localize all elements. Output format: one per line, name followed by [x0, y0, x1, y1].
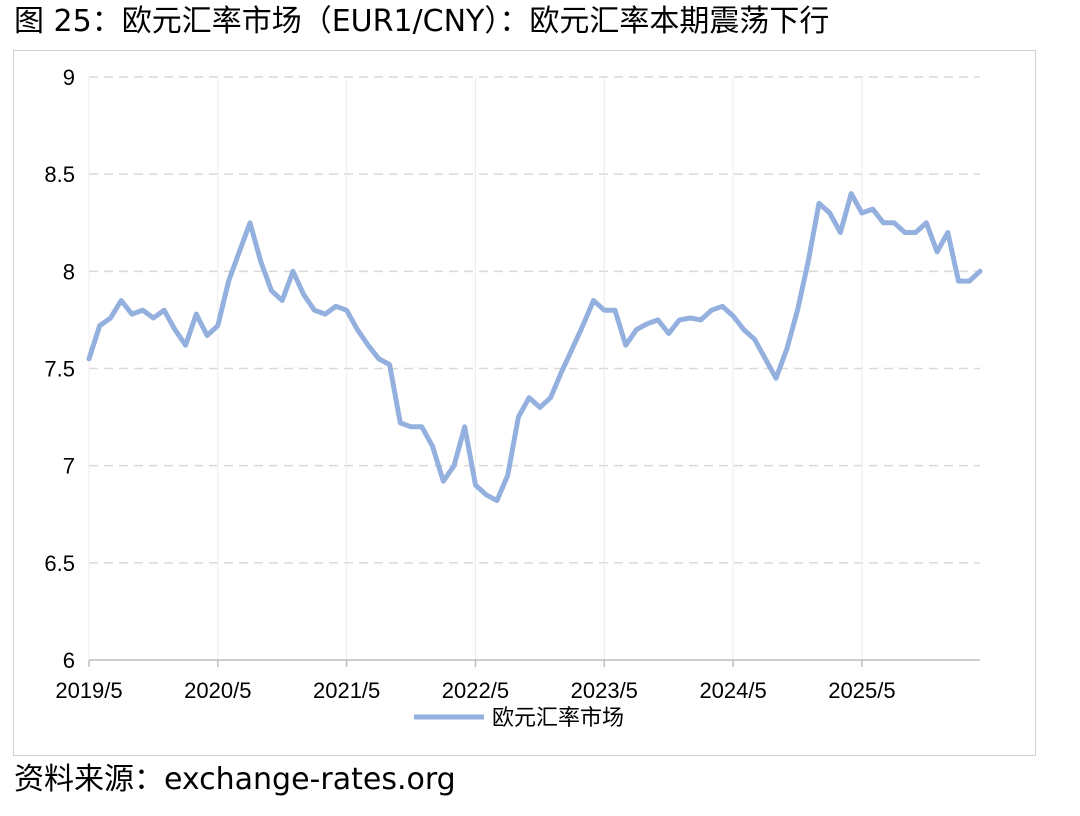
x-axis — [88, 659, 980, 667]
series-layer — [86, 191, 983, 504]
chart-frame: 6 6.5 7 7.5 8 8.5 9 2019/5 2020/5 2021/5 2022/5 20… — [13, 50, 1036, 756]
legend: 欧元汇率市场 — [414, 706, 624, 731]
line-chart: 66.577.588.59 2019/5 2020/5 2021/5 2022/5 20… — [44, 65, 983, 731]
x-tick-label: 2023/5 — [571, 678, 638, 703]
x-tick-label: 2025/5 — [828, 678, 895, 703]
y-tick-label: 6 — [63, 648, 75, 673]
x-tick-label: 2019/5 — [55, 678, 122, 703]
y-tick-label: 8 — [63, 259, 75, 284]
grid-lines — [88, 76, 980, 660]
y-axis-tick-labels: 6 6.5 7 7.5 8 8.5 9 — [44, 65, 75, 673]
y-tick-label: 6.5 — [44, 551, 75, 576]
y-tick-label: 7 — [63, 454, 75, 479]
series-line — [86, 191, 983, 504]
x-tick-label: 2022/5 — [442, 678, 509, 703]
x-tick-label: 2024/5 — [699, 678, 766, 703]
y-tick-label: 8.5 — [44, 162, 75, 187]
x-tick-label: 2021/5 — [313, 678, 380, 703]
figure-title: 图 25：欧元汇率市场（EUR1/CNY）：欧元汇率本期震荡下行 — [14, 4, 830, 39]
x-axis-tick-labels: 2019/5 2020/5 2021/5 2022/5 2023/5 2024/5 2025… — [55, 678, 895, 703]
y-tick-label: 7.5 — [44, 357, 75, 382]
x-tick-label: 2020/5 — [184, 678, 251, 703]
legend-label: 欧元汇率市场 — [492, 706, 624, 731]
y-tick-label: 9 — [63, 65, 75, 90]
figure-source: 资料来源：exchange-rates.org — [14, 762, 456, 797]
